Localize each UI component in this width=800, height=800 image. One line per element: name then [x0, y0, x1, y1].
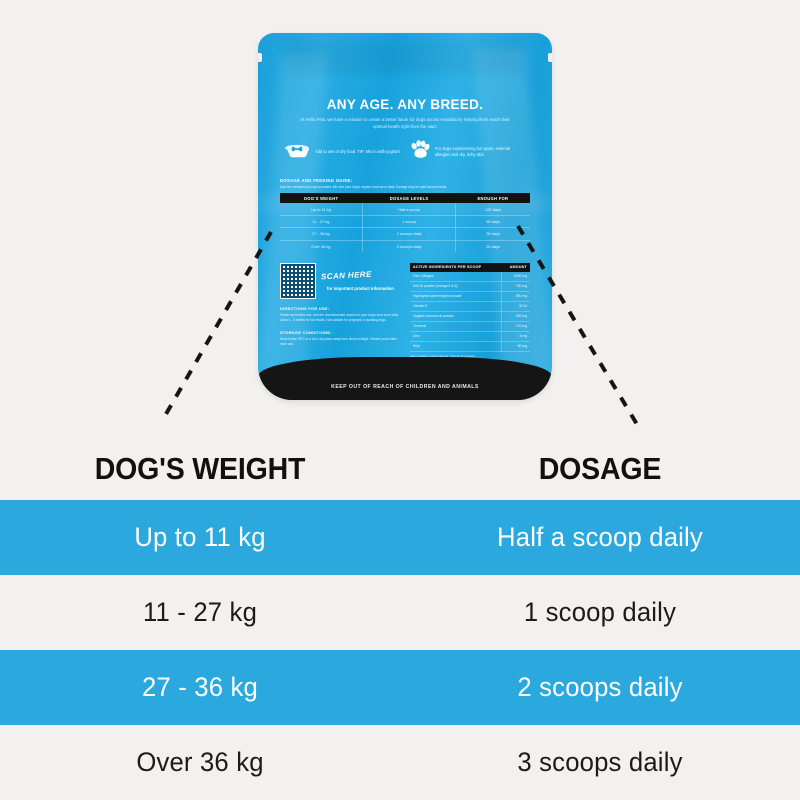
pouch-dosage-section-note: Use the measuring scoop provided. Mix in…	[280, 185, 448, 190]
cell-dosage: 2 scoops daily	[517, 672, 683, 702]
pouch-feature-label: Add to wet or dry food. TIP: Mix in with…	[315, 149, 400, 155]
ingredient-row: Fish Collagen 1500 mg	[410, 271, 530, 282]
pouch-printed-content: ANY AGE. ANY BREED. At Hello Pets, we ha…	[280, 97, 530, 380]
pouch-sheen	[287, 40, 523, 74]
product-pouch-image: ANY AGE. ANY BREED. At Hello Pets, we ha…	[258, 33, 552, 400]
pouch-dosage-table: DOG'S WEIGHT DOSAGE LEVELS ENOUGH FOR Up…	[280, 193, 530, 252]
pouch-body: ANY AGE. ANY BREED. At Hello Pets, we ha…	[258, 33, 552, 400]
table-row: Over 36 kg 3 scoops daily	[0, 725, 800, 800]
ingredient-row: Turmeric 120 mg	[410, 321, 530, 332]
table-row: 11 - 27 kg 1 scoop daily	[0, 575, 800, 650]
pouch-dosage-th: DOSAGE LEVELS	[362, 193, 456, 204]
pouch-feature-item: Add to wet or dry food. TIP: Mix in with…	[284, 140, 400, 164]
pouch-dosage-cell: 1 scoop	[362, 215, 457, 229]
pouch-dosage-row: 27 - 36 kg 2 scoops daily 30 days	[280, 227, 530, 241]
ingredient-name: Zinc	[410, 331, 502, 342]
ingredient-amount: 50 mg	[500, 341, 530, 352]
ingredient-amount: 250 mg	[500, 311, 530, 322]
ingredients-footnote: Also contains: natural flavour, Vitamin …	[410, 353, 476, 358]
tear-notch-right-icon	[548, 53, 552, 62]
pouch-dosage-th: ENOUGH FOR	[455, 193, 530, 204]
cell-weight: 27 - 36 kg	[142, 672, 258, 702]
pouch-lower-left: SCAN HERE for important product informat…	[280, 262, 400, 358]
pouch-lower-block: SCAN HERE for important product informat…	[280, 262, 530, 358]
cell-weight: Over 36 kg	[136, 747, 264, 777]
paw-print-icon	[410, 140, 430, 164]
cell-dosage: 3 scoops daily	[517, 747, 683, 777]
pouch-feature-item: For dogs experiencing hot spots, externa…	[410, 140, 526, 164]
active-ingredients-table: ACTIVE INGREDIENTS PER SCOOP AMOUNT Fish…	[410, 262, 530, 352]
ingredient-row: Krill oil powder (omega 3 & 6) 750 mg	[410, 281, 530, 292]
storage-body: Store below 25°C in a cool, dry place aw…	[280, 336, 397, 346]
directions-heading: DIRECTIONS FOR USE:	[280, 305, 330, 311]
table-row: 27 - 36 kg 2 scoops daily	[0, 650, 800, 725]
ingredient-row: Organic coconut oil powder 250 mg	[410, 311, 530, 322]
tear-notch-left-icon	[258, 53, 262, 62]
pouch-dosage-cell: Over 36 kg	[280, 240, 363, 252]
pouch-subtext: At Hello Pets, we have a mission to crea…	[300, 117, 510, 129]
ingredient-name: Turmeric	[410, 321, 502, 332]
ingredient-name: Krill oil powder (omega 3 & 6)	[410, 281, 502, 292]
header-dogs-weight: DOG'S WEIGHT	[94, 451, 306, 486]
pouch-dosage-section-label: DOSAGE AND FEEDING GUIDE:	[280, 178, 353, 184]
pouch-feature-label: For dogs experiencing hot spots, externa…	[435, 146, 511, 158]
ingredient-amount: 500 mg	[500, 291, 530, 302]
pouch-dosage-cell: 60 days	[455, 215, 530, 229]
pouch-dosage-cell: 11 - 27 kg	[280, 215, 363, 229]
ingredients-th-amount: AMOUNT	[501, 262, 530, 272]
cell-weight: Up to 11 kg	[134, 522, 266, 552]
ingredient-row: Hydrolysed green lipped mussel 500 mg	[410, 291, 530, 302]
pouch-dosage-cell: 3 scoops daily	[362, 240, 457, 252]
ingredient-row: Zinc 8 mg	[410, 331, 530, 342]
pouch-base-warning: KEEP OUT OF REACH OF CHILDREN AND ANIMAL…	[331, 384, 479, 390]
scan-here-title: SCAN HERE	[320, 269, 372, 282]
pouch-dosage-row: Up to 11 kg Half a scoop 120 days	[280, 203, 530, 216]
pouch-dosage-row: 11 - 27 kg 1 scoop 60 days	[280, 215, 530, 229]
ingredients-th: ACTIVE INGREDIENTS PER SCOOP	[410, 262, 502, 272]
ingredient-name: Hydrolysed green lipped mussel	[410, 291, 502, 302]
pouch-dosage-cell: Up to 11 kg	[280, 203, 363, 216]
pouch-dosage-cell: 120 days	[455, 203, 530, 216]
pouch-dosage-cell: Half a scoop	[362, 203, 457, 216]
ingredient-name: Kelp	[410, 341, 502, 352]
column-headers: DOG'S WEIGHT DOSAGE	[0, 440, 800, 498]
cell-dosage: 1 scoop daily	[523, 597, 677, 627]
directions-body: Shake well before use. Add the recommend…	[280, 312, 399, 322]
table-row: Up to 11 kg Half a scoop daily	[0, 500, 800, 575]
cell-dosage: Half a scoop daily	[497, 522, 703, 552]
dosage-table: Up to 11 kg Half a scoop daily 11 - 27 k…	[0, 500, 800, 800]
hero-illustration: ANY AGE. ANY BREED. At Hello Pets, we ha…	[160, 33, 640, 428]
qr-code-icon	[280, 262, 316, 299]
pouch-base-strip: KEEP OUT OF REACH OF CHILDREN AND ANIMAL…	[258, 357, 552, 400]
ingredient-row: Kelp 50 mg	[410, 341, 530, 352]
pouch-dosage-row: Over 36 kg 3 scoops daily 20 days	[280, 240, 530, 252]
pouch-dosage-cell: 2 scoops daily	[362, 227, 457, 241]
ingredient-name: Vitamin E	[410, 301, 502, 312]
ingredient-name: Fish Collagen	[410, 271, 502, 282]
pouch-dosage-th: DOG'S WEIGHT	[280, 193, 363, 204]
ingredient-amount: 30 IU	[500, 301, 530, 312]
ingredient-amount: 750 mg	[500, 281, 530, 292]
ingredient-amount: 120 mg	[500, 321, 530, 332]
pouch-lower-right: ACTIVE INGREDIENTS PER SCOOP AMOUNT Fish…	[410, 262, 530, 358]
pouch-dosage-cell: 27 - 36 kg	[280, 227, 363, 241]
ingredient-name: Organic coconut oil powder	[410, 311, 502, 322]
ingredient-row: Vitamin E 30 IU	[410, 301, 530, 312]
leader-line-left	[160, 231, 273, 422]
storage-heading: STORAGE CONDITIONS:	[280, 329, 332, 335]
scan-here-group: SCAN HERE for important product informat…	[280, 262, 400, 299]
scan-text-wrap: SCAN HERE for important product informat…	[321, 263, 394, 292]
pouch-dosage-cell: 20 days	[486, 243, 500, 249]
pouch-dosage-cell: 30 days	[455, 227, 530, 241]
cell-weight: 11 - 27 kg	[142, 597, 258, 627]
pouch-headline: ANY AGE. ANY BREED.	[326, 97, 484, 112]
pouch-dosage-table-header-row: DOG'S WEIGHT DOSAGE LEVELS ENOUGH FOR	[280, 193, 530, 204]
ingredient-amount: 8 mg	[500, 331, 530, 342]
scan-here-note: for important product information	[327, 285, 394, 291]
ingredient-amount: 1500 mg	[500, 271, 530, 282]
header-dosage: DOSAGE	[538, 451, 662, 486]
dog-bowl-icon	[284, 142, 310, 163]
pouch-feature-list: Add to wet or dry food. TIP: Mix in with…	[284, 140, 526, 164]
ingredients-header-row: ACTIVE INGREDIENTS PER SCOOP AMOUNT	[410, 262, 530, 272]
